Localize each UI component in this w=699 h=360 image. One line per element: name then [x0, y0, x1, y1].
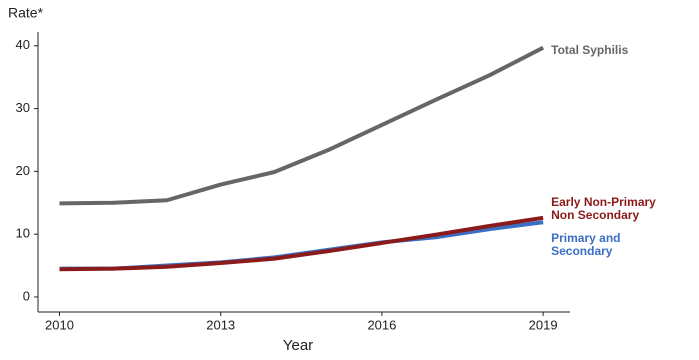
y-tick-label: 20	[16, 163, 30, 178]
x-tick-label: 2019	[529, 317, 558, 332]
y-axis-label: Rate*	[8, 5, 44, 21]
series-label: Early Non-Primary Non Secondary	[551, 194, 656, 222]
x-tick-label: 2016	[367, 317, 396, 332]
series-label: Primary and Secondary	[551, 231, 621, 259]
series-label: Total Syphilis	[551, 42, 629, 57]
y-tick-label: 40	[16, 37, 30, 52]
x-tick-label: 2013	[206, 317, 235, 332]
y-tick-label: 0	[23, 288, 30, 303]
x-axis-label: Year	[283, 337, 313, 354]
y-tick-label: 30	[16, 100, 30, 115]
y-tick-label: 10	[16, 226, 30, 241]
series-line	[59, 45, 545, 206]
x-tick-label: 2010	[45, 317, 74, 332]
series-line	[59, 215, 544, 272]
